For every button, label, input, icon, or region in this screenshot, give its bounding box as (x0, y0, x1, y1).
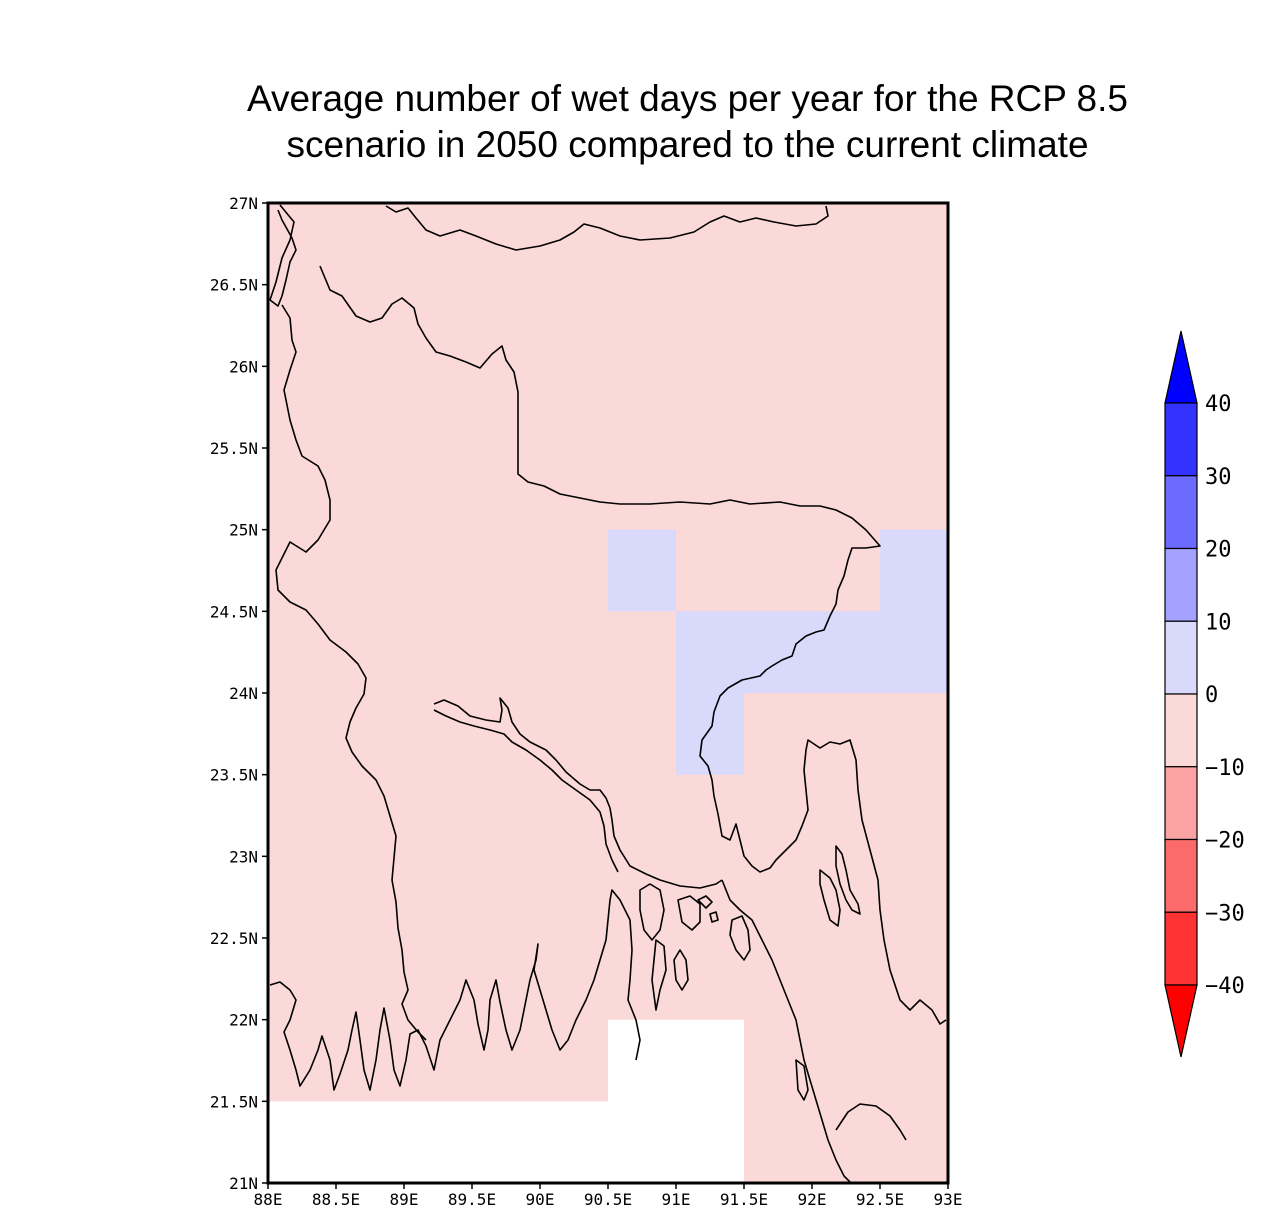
lon-tick-label: 93E (934, 1190, 963, 1209)
colorbar-label: −20 (1205, 829, 1245, 854)
title-line-1: Average number of wet days per year for … (247, 78, 1128, 119)
myanmar-coast (721, 879, 907, 1183)
colorbar-label: −10 (1205, 756, 1245, 781)
map-title: Average number of wet days per year for … (150, 76, 1225, 168)
colorbar-over-arrow (1164, 330, 1198, 404)
lat-tick-label: 26.5N (210, 276, 258, 295)
colorbar-bin (1164, 766, 1198, 841)
colorbar-label: −40 (1205, 974, 1245, 999)
colorbar-label: −30 (1205, 901, 1245, 926)
colorbar-under-arrow (1164, 984, 1198, 1058)
lon-tick-label: 89.5E (448, 1190, 496, 1209)
northern-border (319, 265, 947, 1025)
lat-tick-label: 26N (229, 357, 258, 376)
colorbar-bin (1164, 475, 1198, 550)
colorbar-bin (1164, 911, 1198, 986)
colorbar-bin (1164, 547, 1198, 622)
map-cell-3 (880, 529, 948, 693)
lat-tick-label: 23.5N (210, 766, 258, 785)
lon-tick-label: 90E (526, 1190, 555, 1209)
colorbar-label: 40 (1205, 392, 1232, 417)
title-line-2: scenario in 2050 compared to the current… (286, 124, 1089, 165)
coastlines (269, 204, 947, 1183)
lon-tick-label: 90.5E (584, 1190, 632, 1209)
lat-tick-label: 25.5N (210, 439, 258, 458)
inner-river (433, 697, 723, 889)
colorbar-label: 0 (1205, 683, 1218, 708)
colorbar-bin (1164, 402, 1198, 477)
lat-tick-label: 25N (229, 521, 258, 540)
lon-tick-label: 91.5E (720, 1190, 768, 1209)
lat-tick-label: 21N (229, 1174, 258, 1193)
colorbar: 40 30 20 10 0 −10 −20 −30 −40 (1164, 330, 1245, 1058)
india-nepal-north-border (385, 205, 829, 251)
lon-tick-label: 88E (254, 1190, 283, 1209)
lat-tick-label: 27N (229, 194, 258, 213)
colorbar-label: 20 (1205, 538, 1232, 563)
southern-coast (269, 889, 641, 1091)
lat-tick-label: 24N (229, 684, 258, 703)
border-outline (269, 204, 427, 1041)
map-cells (268, 203, 948, 1183)
lon-tick-label: 92E (798, 1190, 827, 1209)
lon-tick-label: 89E (390, 1190, 419, 1209)
lon-tick-label: 92.5E (856, 1190, 904, 1209)
map-cell-4 (268, 1101, 608, 1183)
lon-tick-label: 88.5E (312, 1190, 360, 1209)
lon-tick-label: 91E (662, 1190, 691, 1209)
colorbar-label: 10 (1205, 610, 1232, 635)
axis-ticks: 88E 88.5E 89E 89.5E 90E 90.5E 91E 91.5E 92E 92.5E… (210, 194, 963, 1209)
lat-tick-label: 22.5N (210, 929, 258, 948)
colorbar-label: 30 (1205, 465, 1232, 490)
lat-tick-label: 21.5N (210, 1092, 258, 1111)
map-cell-0 (608, 529, 676, 612)
map-cell-1 (676, 611, 880, 693)
colorbar-bin (1164, 620, 1198, 695)
coastal-islands (639, 845, 861, 1101)
map-cell-5 (608, 1019, 744, 1183)
lat-tick-label: 22N (229, 1011, 258, 1030)
lat-tick-label: 23N (229, 847, 258, 866)
colorbar-bin (1164, 838, 1198, 913)
map-cell-2 (676, 693, 744, 775)
lat-tick-label: 24.5N (210, 602, 258, 621)
colorbar-bin (1164, 693, 1198, 768)
